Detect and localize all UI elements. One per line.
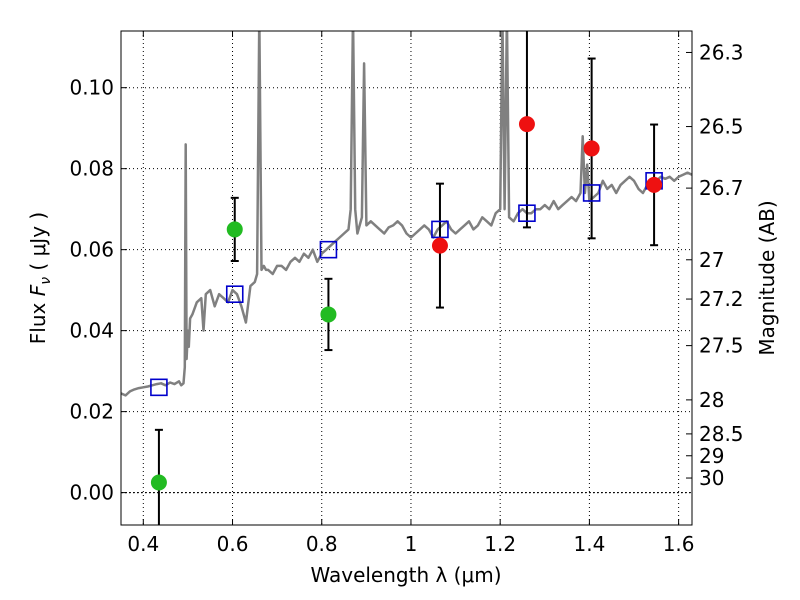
y-axis-title-prefix: Flux bbox=[26, 296, 50, 344]
x-tick-label: 1.4 bbox=[573, 532, 605, 556]
y-axis-title-subscript: ν bbox=[38, 277, 54, 285]
plot-background bbox=[121, 31, 692, 525]
y-tick-label: 0.06 bbox=[69, 238, 114, 262]
plot-area bbox=[121, 31, 692, 525]
y-axis-title: Flux Fν ( μJy ) bbox=[26, 212, 54, 344]
y-tick-label: 0.04 bbox=[69, 319, 114, 343]
optical-photometry-point bbox=[150, 474, 167, 491]
x-axis-title: Wavelength λ (μm) bbox=[310, 563, 501, 587]
synthetic-photometry-square bbox=[582, 184, 601, 202]
optical-photometry-point bbox=[320, 306, 337, 323]
observed-photometry-markers bbox=[150, 116, 663, 491]
x-tick-label: 1.2 bbox=[484, 532, 516, 556]
magnitude-tick-label: 28.5 bbox=[699, 422, 744, 446]
magnitude-tick-label: 26.5 bbox=[699, 115, 744, 139]
infrared-photometry-point bbox=[518, 116, 535, 133]
magnitude-tick-label: 27 bbox=[699, 248, 724, 272]
y-axis-title-suffix: ( μJy ) bbox=[26, 212, 50, 277]
synthetic-photometry-square bbox=[319, 240, 338, 259]
magnitude-tick-label: 27.2 bbox=[699, 287, 744, 311]
synthetic-photometry-square bbox=[431, 220, 449, 239]
magnitude-tick-label: 28 bbox=[699, 388, 724, 412]
synthetic-photometry-square bbox=[518, 204, 536, 223]
y-tick-label: 0.00 bbox=[69, 481, 114, 505]
infrared-photometry-point bbox=[583, 140, 600, 157]
magnitude-tick-label: 29 bbox=[699, 444, 724, 468]
infrared-photometry-point bbox=[431, 237, 448, 254]
optical-photometry-point bbox=[226, 221, 243, 238]
magnitude-tick-label: 27.5 bbox=[699, 334, 744, 358]
x-tick-label: 0.4 bbox=[127, 532, 159, 556]
plot-frame bbox=[120, 30, 693, 526]
magnitude-tick-label: 26.7 bbox=[699, 176, 744, 200]
synthetic-photometry-square bbox=[225, 285, 244, 303]
infrared-photometry-point bbox=[646, 176, 663, 193]
x-tick-label: 1.6 bbox=[663, 532, 695, 556]
y-tick-label: 0.02 bbox=[69, 400, 114, 424]
axis-ticks bbox=[121, 31, 692, 525]
y2-axis-title: Magnitude (AB) bbox=[755, 200, 779, 355]
x-tick-label: 1 bbox=[405, 532, 418, 556]
y-axis-title-symbol: F bbox=[26, 284, 50, 296]
magnitude-tick-label: 30 bbox=[699, 466, 724, 490]
y-tick-label: 0.10 bbox=[69, 76, 114, 100]
magnitude-tick-label: 26.3 bbox=[699, 40, 744, 64]
x-tick-label: 0.6 bbox=[217, 532, 249, 556]
model-spectrum-line bbox=[121, 31, 692, 397]
x-tick-labels: 0.4 0.6 0.8 1 1.2 1.4 1.6 bbox=[127, 532, 694, 556]
synthetic-photometry-square bbox=[150, 378, 168, 397]
y-tick-label: 0.08 bbox=[69, 157, 114, 181]
y-tick-labels: 0.00 0.02 0.04 0.06 0.08 0.10 bbox=[69, 76, 114, 505]
x-tick-label: 0.8 bbox=[306, 532, 338, 556]
